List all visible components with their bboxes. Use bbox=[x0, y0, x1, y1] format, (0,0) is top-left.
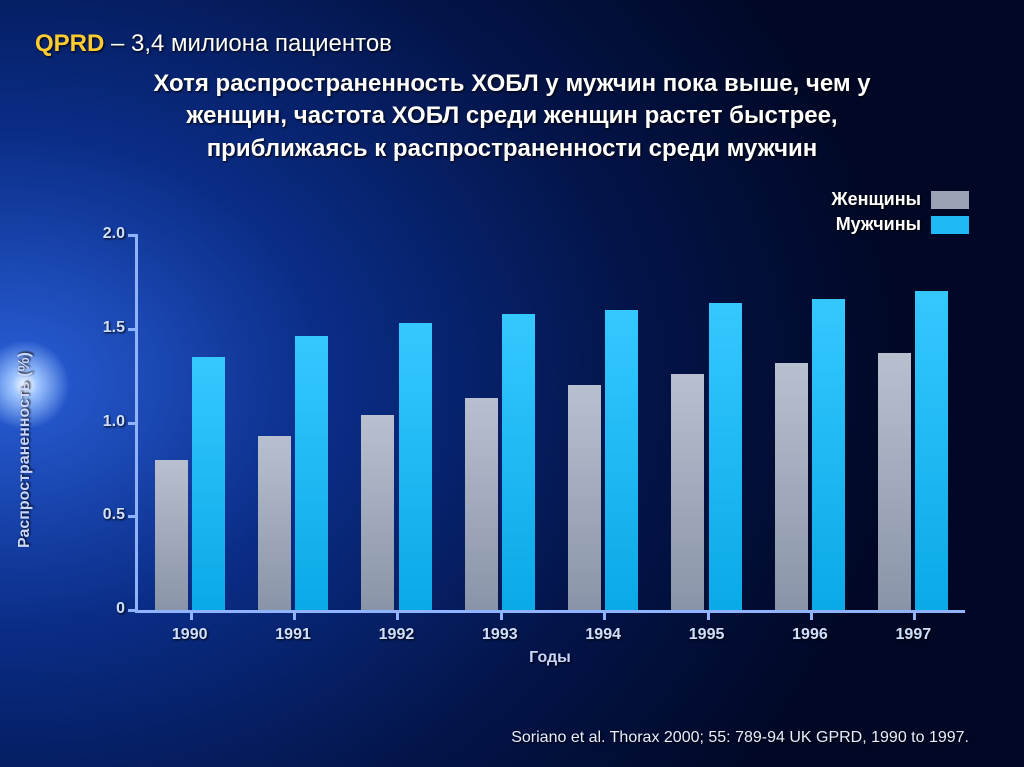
x-tick bbox=[913, 610, 916, 620]
bar-men bbox=[192, 357, 225, 610]
x-tick-label: 1996 bbox=[792, 626, 828, 644]
year-group: 1990 bbox=[138, 235, 241, 610]
subtitle-line-2: женщин, частота ХОБЛ среди женщин растет… bbox=[186, 102, 837, 129]
y-tick-label: 0 bbox=[85, 600, 125, 618]
year-group: 1993 bbox=[448, 235, 551, 610]
header-line: QPRD – 3,4 милиона пациентов bbox=[35, 30, 392, 58]
y-tick bbox=[128, 328, 138, 331]
year-group: 1994 bbox=[552, 235, 655, 610]
bar-men bbox=[605, 310, 638, 610]
legend: Женщины Мужчины bbox=[831, 185, 969, 239]
bar-women bbox=[568, 385, 601, 610]
year-group: 1991 bbox=[241, 235, 344, 610]
bar-women bbox=[361, 415, 394, 610]
bar-men bbox=[399, 323, 432, 610]
y-tick bbox=[128, 234, 138, 237]
bar-men bbox=[502, 314, 535, 610]
x-tick-label: 1993 bbox=[482, 626, 518, 644]
year-group: 1992 bbox=[345, 235, 448, 610]
citation: Soriano et al. Thorax 2000; 55: 789-94 U… bbox=[511, 729, 969, 747]
slide: QPRD – 3,4 милиона пациентов Хотя распро… bbox=[0, 0, 1024, 767]
bar-women bbox=[155, 460, 188, 610]
bar-men bbox=[812, 299, 845, 610]
bar-men bbox=[709, 303, 742, 611]
x-tick-label: 1991 bbox=[275, 626, 311, 644]
chart: Распространенность (%) 19901991199219931… bbox=[60, 235, 965, 665]
year-group: 1995 bbox=[655, 235, 758, 610]
x-tick-label: 1992 bbox=[379, 626, 415, 644]
bar-women bbox=[258, 436, 291, 610]
subtitle: Хотя распространенность ХОБЛ у мужчин по… bbox=[60, 68, 964, 165]
bar-men bbox=[295, 336, 328, 610]
bar-men bbox=[915, 291, 948, 610]
legend-men-swatch bbox=[931, 216, 969, 234]
y-axis-title: Распространенность (%) bbox=[16, 352, 34, 548]
bar-groups: 19901991199219931994199519961997 bbox=[138, 235, 965, 610]
year-group: 1997 bbox=[862, 235, 965, 610]
bar-women bbox=[671, 374, 704, 610]
x-tick bbox=[810, 610, 813, 620]
x-tick bbox=[603, 610, 606, 620]
bar-women bbox=[465, 398, 498, 610]
x-tick bbox=[707, 610, 710, 620]
y-tick bbox=[128, 609, 138, 612]
y-tick-label: 2.0 bbox=[85, 225, 125, 243]
qprd-label: QPRD bbox=[35, 30, 104, 57]
patient-count: – 3,4 милиона пациентов bbox=[104, 30, 392, 57]
y-tick-label: 1.0 bbox=[85, 413, 125, 431]
x-tick bbox=[293, 610, 296, 620]
subtitle-line-3: приближаясь к распространенности среди м… bbox=[207, 135, 818, 162]
plot-area: 19901991199219931994199519961997 bbox=[135, 235, 965, 613]
subtitle-line-1: Хотя распространенность ХОБЛ у мужчин по… bbox=[153, 70, 870, 97]
x-tick-label: 1990 bbox=[172, 626, 208, 644]
legend-women: Женщины bbox=[831, 189, 969, 210]
x-tick-label: 1997 bbox=[896, 626, 932, 644]
legend-men: Мужчины bbox=[831, 214, 969, 235]
year-group: 1996 bbox=[758, 235, 861, 610]
x-tick-label: 1995 bbox=[689, 626, 725, 644]
x-axis-title: Годы bbox=[135, 649, 965, 667]
y-tick-label: 1.5 bbox=[85, 319, 125, 337]
x-tick bbox=[190, 610, 193, 620]
legend-women-swatch bbox=[931, 191, 969, 209]
x-tick-label: 1994 bbox=[585, 626, 621, 644]
y-tick bbox=[128, 422, 138, 425]
y-tick-label: 0.5 bbox=[85, 506, 125, 524]
y-tick bbox=[128, 515, 138, 518]
legend-women-label: Женщины bbox=[831, 189, 921, 210]
x-tick bbox=[500, 610, 503, 620]
legend-men-label: Мужчины bbox=[836, 214, 921, 235]
x-tick bbox=[396, 610, 399, 620]
bar-women bbox=[775, 363, 808, 611]
bar-women bbox=[878, 353, 911, 610]
